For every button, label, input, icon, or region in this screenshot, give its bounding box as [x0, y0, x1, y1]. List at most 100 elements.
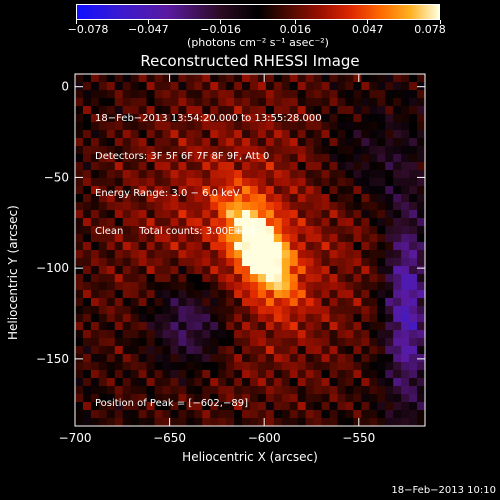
heatmap-cell	[361, 282, 370, 291]
heatmap-cell	[82, 378, 92, 387]
heatmap-cell	[162, 402, 171, 411]
heatmap-cell	[409, 306, 418, 315]
heatmap-cell	[257, 386, 267, 395]
heatmap-cell	[122, 250, 132, 259]
heatmap-cell	[353, 282, 362, 291]
heatmap-cell	[257, 298, 267, 307]
heatmap-cell	[361, 370, 370, 379]
heatmap-cell	[130, 154, 140, 163]
heatmap-cell	[393, 370, 402, 379]
heatmap-cell	[82, 314, 92, 323]
heatmap-cell	[170, 178, 179, 187]
heatmap-cell	[154, 146, 163, 155]
heatmap-cell	[345, 322, 354, 331]
heatmap-cell	[90, 178, 100, 187]
heatmap-cell	[210, 194, 219, 203]
heatmap-cell	[401, 162, 410, 171]
heatmap-cell	[170, 210, 179, 219]
heatmap-cell	[242, 218, 251, 227]
heatmap-cell	[226, 330, 235, 339]
heatmap-cell	[122, 386, 132, 395]
heatmap-cell	[178, 250, 187, 259]
heatmap-cell	[226, 402, 235, 411]
heatmap-cell	[75, 114, 84, 123]
heatmap-cell	[106, 362, 116, 371]
heatmap-cell	[393, 74, 402, 83]
heatmap-cell	[409, 314, 418, 323]
heatmap-cell	[385, 386, 394, 395]
heatmap-cell	[281, 338, 291, 347]
heatmap-cell	[273, 346, 283, 355]
heatmap-cell	[297, 242, 307, 251]
heatmap-cell	[90, 234, 100, 243]
heatmap-cell	[122, 394, 132, 403]
heatmap-cell	[321, 186, 330, 195]
heatmap-cell	[154, 290, 163, 299]
heatmap-cell	[305, 410, 315, 419]
heatmap-cell	[98, 170, 108, 179]
heatmap-cell	[98, 114, 108, 123]
heatmap-cell	[82, 250, 92, 259]
heatmap-cell	[273, 194, 283, 203]
heatmap-cell	[138, 130, 147, 139]
heatmap-cell	[210, 74, 219, 83]
heatmap-cell	[305, 250, 315, 259]
heatmap-cell	[178, 170, 187, 179]
heatmap-cell	[337, 330, 346, 339]
heatmap-cell	[234, 162, 243, 171]
heatmap-cell	[393, 250, 402, 259]
heatmap-cell	[385, 250, 394, 259]
heatmap-cell	[234, 290, 243, 299]
heatmap-cell	[234, 130, 243, 139]
heatmap-cell	[202, 418, 211, 427]
heatmap-cell	[234, 202, 243, 211]
heatmap-cell	[345, 218, 354, 227]
heatmap-cell	[345, 98, 354, 107]
heatmap-cell	[170, 266, 179, 275]
heatmap-cell	[417, 114, 426, 123]
heatmap-cell	[353, 162, 362, 171]
heatmap-cell	[409, 330, 418, 339]
heatmap-cell	[82, 234, 92, 243]
heatmap-cell	[210, 138, 219, 147]
heatmap-cell	[98, 394, 108, 403]
heatmap-cell	[393, 338, 402, 347]
heatmap-cell	[305, 290, 315, 299]
heatmap-cell	[345, 210, 354, 219]
heatmap-cell	[170, 186, 179, 195]
heatmap-cell	[202, 290, 211, 299]
heatmap-cell	[329, 378, 338, 387]
heatmap-cell	[337, 146, 346, 155]
heatmap-cell	[257, 74, 267, 83]
heatmap-cell	[273, 306, 283, 315]
heatmap-cell	[226, 322, 235, 331]
heatmap-cell	[218, 218, 227, 227]
heatmap-cell	[202, 298, 211, 307]
heatmap-cell	[345, 290, 354, 299]
heatmap-cell	[202, 394, 211, 403]
heatmap-cell	[417, 258, 426, 267]
heatmap-cell	[353, 338, 362, 347]
heatmap-cell	[313, 154, 322, 163]
heatmap-cell	[114, 274, 124, 283]
heatmap-cell	[265, 226, 275, 235]
heatmap-cell	[106, 170, 116, 179]
heatmap-cell	[170, 138, 179, 147]
heatmap-cell	[305, 266, 315, 275]
heatmap-cell	[154, 338, 163, 347]
heatmap-cell	[401, 298, 410, 307]
heatmap-cell	[234, 362, 243, 371]
heatmap-cell	[345, 234, 354, 243]
heatmap-cell	[329, 282, 338, 291]
heatmap-cell	[417, 394, 426, 403]
heatmap-cell	[218, 378, 227, 387]
heatmap-cell	[218, 402, 227, 411]
heatmap-cell	[154, 202, 163, 211]
heatmap-cell	[321, 394, 330, 403]
heatmap-cell	[218, 162, 227, 171]
heatmap-cell	[178, 210, 187, 219]
heatmap-cell	[409, 146, 418, 155]
heatmap-cell	[146, 106, 155, 115]
heatmap-cell	[417, 274, 426, 283]
heatmap-cell	[265, 82, 275, 91]
